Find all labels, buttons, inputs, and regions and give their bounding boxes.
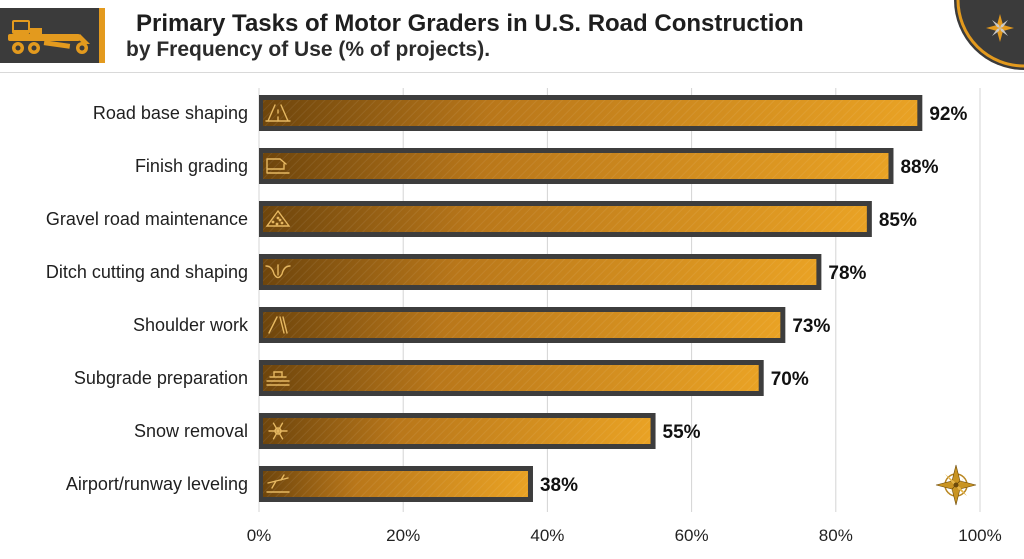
- value-label: 38%: [540, 475, 578, 496]
- bar-texture: [263, 312, 781, 338]
- bar-texture: [263, 206, 867, 232]
- compass-rose-icon: [935, 464, 977, 506]
- category-label: Snow removal: [134, 421, 248, 441]
- bar-3: [259, 254, 822, 290]
- airplane-icon: [266, 474, 290, 493]
- bars: [259, 95, 923, 502]
- chart-subtitle: by Frequency of Use (% of projects).: [126, 38, 491, 61]
- bar-1: [259, 148, 894, 184]
- header-bar: [0, 0, 1024, 73]
- x-tick-label: 0%: [247, 526, 272, 545]
- labels: Road base shaping 92% Finish grading 88% Gra…: [46, 103, 968, 496]
- x-tick-label: 20%: [386, 526, 420, 545]
- gravel-pile-icon: [265, 209, 291, 227]
- bar-6: [259, 413, 656, 449]
- motor-grader-icon: [8, 20, 90, 54]
- compass-badge: [954, 0, 1024, 70]
- finish-grade-icon: [266, 158, 290, 174]
- bar-2: [259, 201, 872, 237]
- value-label: 73%: [792, 316, 830, 337]
- ditch-icon: [265, 264, 291, 279]
- value-label: 55%: [663, 422, 701, 443]
- bar-0: [259, 95, 923, 131]
- category-label: Road base shaping: [93, 103, 248, 123]
- logo-accent-stripe: [99, 8, 105, 63]
- snowflake-icon: [268, 422, 288, 440]
- motor-grader-logo: [0, 8, 105, 63]
- category-label: Ditch cutting and shaping: [46, 262, 248, 282]
- category-label: Shoulder work: [133, 315, 249, 335]
- bar-4: [259, 307, 786, 343]
- shoulder-icon: [268, 316, 288, 334]
- x-tick-label: 80%: [819, 526, 853, 545]
- value-label: 92%: [929, 104, 967, 125]
- value-label: 88%: [900, 157, 938, 178]
- road-icon: [265, 104, 291, 122]
- bar-texture: [263, 259, 817, 285]
- x-tick-label: 40%: [530, 526, 564, 545]
- bottom-compass: [935, 464, 977, 506]
- bar-texture: [263, 153, 889, 179]
- value-label: 78%: [828, 263, 866, 284]
- x-tick-label: 60%: [675, 526, 709, 545]
- x-axis: 0% 20% 40% 60% 80% 100%: [247, 526, 1002, 545]
- bar-texture: [263, 365, 759, 391]
- category-label: Finish grading: [135, 156, 248, 176]
- category-label: Gravel road maintenance: [46, 209, 248, 229]
- value-label: 85%: [879, 210, 917, 231]
- bar-texture: [263, 418, 651, 444]
- category-label: Airport/runway leveling: [66, 474, 248, 494]
- bar-7: [259, 466, 533, 502]
- chart-title: Primary Tasks of Motor Graders in U.S. R…: [136, 10, 804, 37]
- bar-texture: [263, 100, 918, 126]
- category-label: Subgrade preparation: [74, 368, 248, 388]
- compass-rose-icon: [954, 0, 1024, 70]
- bar-texture: [263, 471, 528, 497]
- value-label: 70%: [771, 369, 809, 390]
- x-tick-label: 100%: [958, 526, 1001, 545]
- subgrade-icon: [266, 371, 290, 386]
- bar-5: [259, 360, 764, 396]
